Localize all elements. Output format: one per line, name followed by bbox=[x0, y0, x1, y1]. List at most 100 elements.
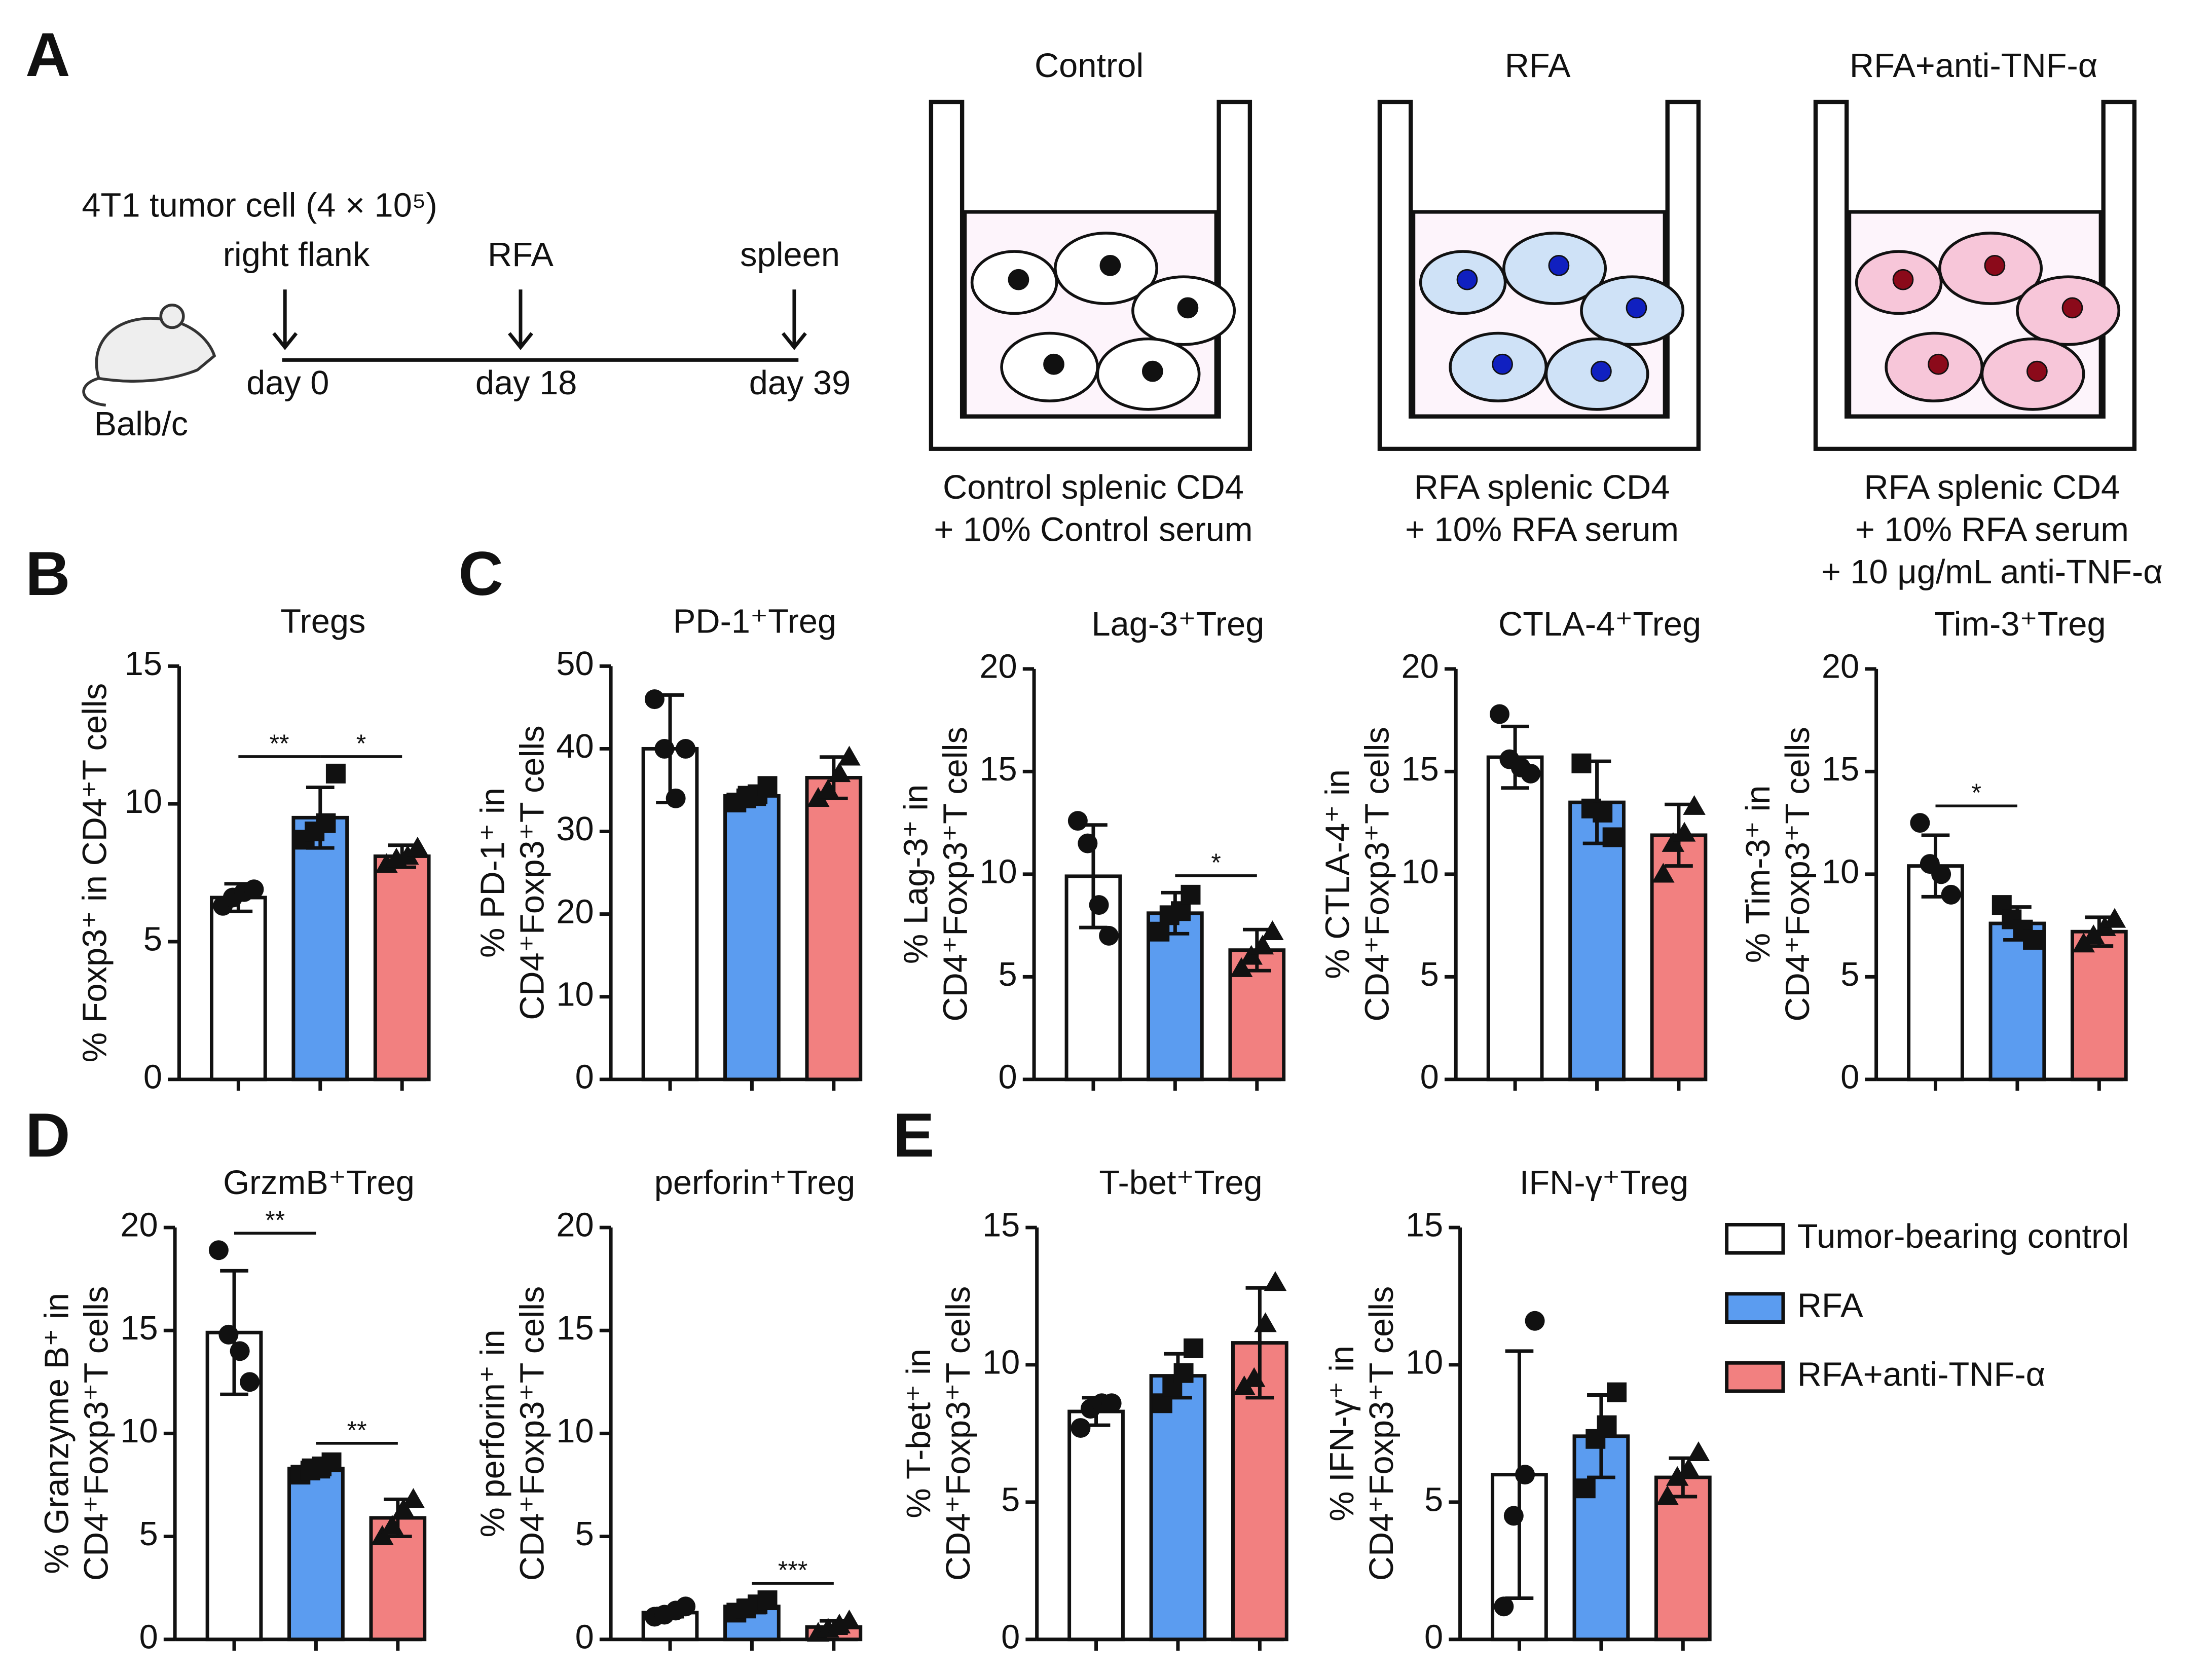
y-tick-label: 0 bbox=[1420, 1058, 1439, 1096]
point bbox=[676, 738, 696, 759]
bar bbox=[723, 794, 781, 1082]
event-label: RFA bbox=[488, 236, 554, 274]
y-tick-label: 10 bbox=[982, 1344, 1020, 1382]
y-tick-label: 15 bbox=[1406, 1207, 1443, 1244]
nucleus bbox=[1456, 269, 1478, 290]
point bbox=[1910, 813, 1930, 833]
point bbox=[1173, 1363, 1194, 1383]
point bbox=[381, 1514, 403, 1535]
day-label: day 18 bbox=[475, 364, 577, 402]
point bbox=[1662, 832, 1685, 852]
y-tick-label: 10 bbox=[120, 1412, 158, 1450]
point bbox=[1261, 920, 1284, 940]
mouse-icon bbox=[82, 304, 216, 407]
nucleus bbox=[2026, 360, 2048, 382]
panel-letter: A bbox=[25, 20, 70, 89]
y-tick-label: 10 bbox=[1822, 853, 1859, 891]
panel-letter: C bbox=[459, 539, 503, 608]
nucleus bbox=[1548, 255, 1570, 276]
legend-swatch bbox=[1725, 1361, 1785, 1393]
point bbox=[1597, 1415, 1617, 1435]
y-tick-label: 40 bbox=[556, 728, 594, 765]
point bbox=[244, 879, 264, 900]
legend-label: Tumor-bearing control bbox=[1797, 1218, 2129, 1255]
well-title: RFA+anti-TNF-α bbox=[1850, 47, 2097, 85]
well-caption: RFA splenic CD4 bbox=[1864, 469, 2120, 506]
point bbox=[1152, 1393, 1172, 1413]
point bbox=[838, 746, 861, 766]
y-axis-label: % IFN-γ⁺ in bbox=[1323, 1346, 1361, 1521]
point bbox=[1607, 1382, 1627, 1402]
day-label: day 0 bbox=[246, 364, 329, 402]
chart-title: GrzmB⁺Treg bbox=[223, 1164, 415, 1202]
significance-label: * bbox=[1971, 778, 1981, 807]
chart-title: perforin⁺Treg bbox=[654, 1164, 856, 1202]
point bbox=[402, 1488, 425, 1508]
bar bbox=[1067, 1409, 1125, 1642]
bar bbox=[209, 896, 267, 1082]
well bbox=[1813, 99, 2137, 451]
well bbox=[929, 99, 1252, 451]
bar bbox=[805, 776, 863, 1082]
point bbox=[1264, 1271, 1287, 1291]
y-tick-label: 0 bbox=[1424, 1618, 1443, 1656]
bar bbox=[1486, 755, 1544, 1082]
point bbox=[1254, 1312, 1277, 1332]
point bbox=[817, 778, 839, 799]
point bbox=[1099, 925, 1119, 946]
y-tick-label: 10 bbox=[1406, 1344, 1443, 1382]
y-tick-label: 10 bbox=[556, 1412, 594, 1450]
point bbox=[1184, 1338, 1204, 1358]
y-tick-label: 30 bbox=[556, 810, 594, 848]
y-tick-label: 50 bbox=[556, 645, 594, 683]
panel-letter: B bbox=[25, 539, 70, 608]
well-caption: + 10% RFA serum bbox=[1405, 511, 1679, 549]
significance-label: ** bbox=[347, 1416, 367, 1444]
y-tick-label: 15 bbox=[1402, 751, 1439, 788]
point bbox=[240, 1372, 260, 1392]
y-axis-label: % PD-1⁺ in bbox=[474, 788, 512, 958]
y-tick-label: 20 bbox=[556, 893, 594, 930]
point bbox=[1673, 822, 1696, 842]
bar bbox=[1149, 1374, 1207, 1642]
timeline-arrows bbox=[272, 289, 807, 350]
y-tick-label: 0 bbox=[1001, 1618, 1020, 1656]
point bbox=[375, 853, 398, 873]
point bbox=[1652, 863, 1675, 883]
nucleus bbox=[1591, 360, 1612, 382]
y-axis-label: CD4⁺Foxp3⁺T cells bbox=[78, 1286, 115, 1581]
y-axis-label: CD4⁺Foxp3⁺T cells bbox=[513, 1286, 551, 1581]
point bbox=[316, 813, 336, 833]
legend-label: RFA bbox=[1797, 1287, 1863, 1324]
point bbox=[1181, 884, 1201, 905]
point bbox=[1941, 884, 1961, 905]
point bbox=[1683, 795, 1706, 815]
significance-label: *** bbox=[778, 1556, 807, 1584]
well-caption: Control splenic CD4 bbox=[943, 469, 1244, 506]
y-axis-label: % CTLA-4⁺ in bbox=[1319, 769, 1357, 979]
point bbox=[2023, 929, 2043, 950]
y-axis-label: CD4⁺Foxp3⁺T cells bbox=[1779, 727, 1817, 1021]
point bbox=[676, 1596, 696, 1617]
legend-swatch bbox=[1725, 1222, 1785, 1255]
y-tick-label: 0 bbox=[575, 1058, 594, 1096]
nucleus bbox=[1177, 297, 1199, 319]
point bbox=[2103, 908, 2126, 928]
event-label: spleen bbox=[740, 236, 840, 274]
chart-title: Tim-3⁺Treg bbox=[1934, 606, 2106, 643]
y-axis-label: % Foxp3⁺ in CD4⁺T cells bbox=[77, 683, 114, 1062]
y-axis-label: % Granzyme B⁺ in bbox=[39, 1293, 76, 1574]
y-axis-label: % perforin⁺ in bbox=[474, 1329, 512, 1537]
nucleus bbox=[1099, 255, 1121, 276]
y-tick-label: 10 bbox=[125, 783, 162, 821]
point bbox=[1687, 1441, 1710, 1462]
point bbox=[666, 788, 686, 808]
legend-label: RFA+anti-TNF-α bbox=[1797, 1356, 2045, 1394]
point bbox=[1593, 802, 1613, 823]
y-tick-label: 5 bbox=[1001, 1481, 1020, 1518]
y-tick-label: 20 bbox=[556, 1207, 594, 1244]
y-tick-label: 0 bbox=[1840, 1058, 1859, 1096]
y-tick-label: 15 bbox=[120, 1310, 158, 1347]
well-wall bbox=[1813, 99, 2137, 451]
well-caption: + 10% Control serum bbox=[934, 511, 1252, 549]
